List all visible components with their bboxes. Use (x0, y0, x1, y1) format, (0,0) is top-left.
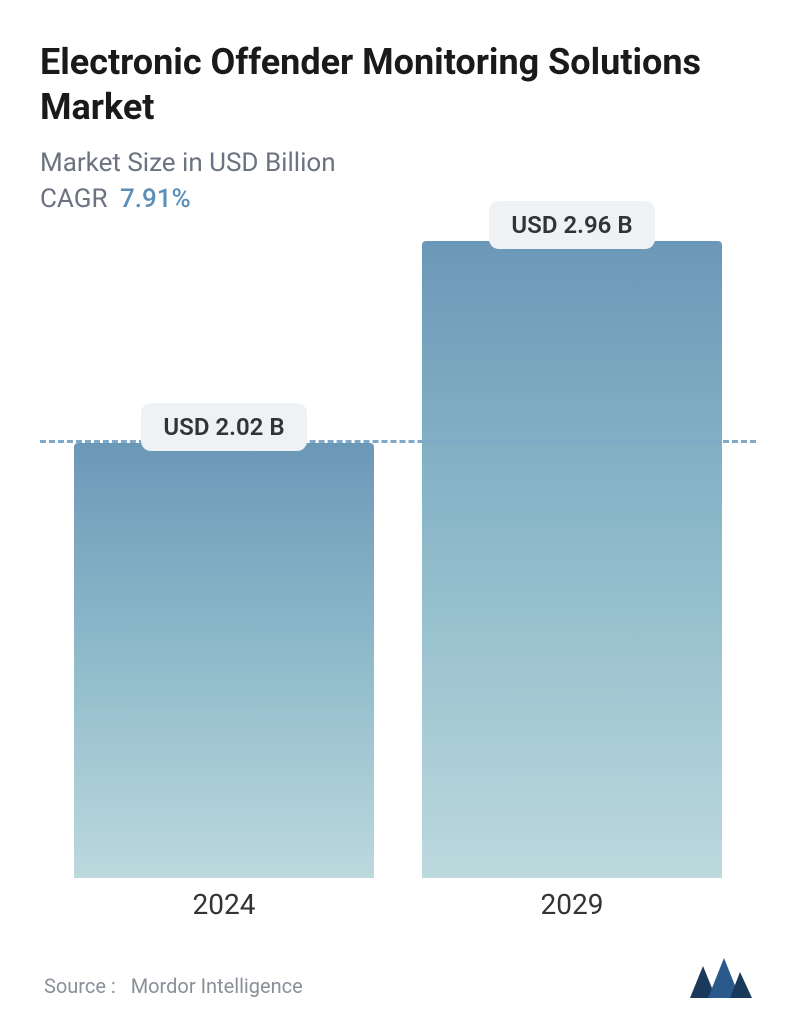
chart-title: Electronic Offender Monitoring Solutions… (40, 40, 756, 130)
chart-area: USD 2.02 BUSD 2.96 B 20242029 (40, 244, 756, 938)
bar-wrap: USD 2.02 B (74, 395, 374, 878)
x-axis-label: 2029 (422, 888, 722, 938)
bar-wrap: USD 2.96 B (422, 193, 722, 878)
chart-container: Electronic Offender Monitoring Solutions… (0, 0, 796, 1034)
bar-value-label: USD 2.96 B (489, 201, 654, 249)
x-axis-labels: 2024 2029 (40, 888, 756, 938)
bar-value-label: USD 2.02 B (141, 403, 306, 451)
bar (422, 241, 722, 878)
source-value: Mordor Intelligence (131, 974, 303, 998)
bar (74, 443, 374, 878)
x-axis-label: 2024 (74, 888, 374, 938)
chart-footer: Source : Mordor Intelligence (40, 958, 756, 1004)
brand-logo-icon (690, 958, 752, 998)
cagr-label: CAGR (40, 184, 107, 214)
chart-subtitle: Market Size in USD Billion (40, 148, 756, 178)
source-attribution: Source : Mordor Intelligence (44, 974, 303, 998)
cagr-value: 7.91% (120, 184, 191, 214)
source-label: Source : (44, 974, 116, 998)
bars-row: USD 2.02 BUSD 2.96 B (40, 238, 756, 878)
